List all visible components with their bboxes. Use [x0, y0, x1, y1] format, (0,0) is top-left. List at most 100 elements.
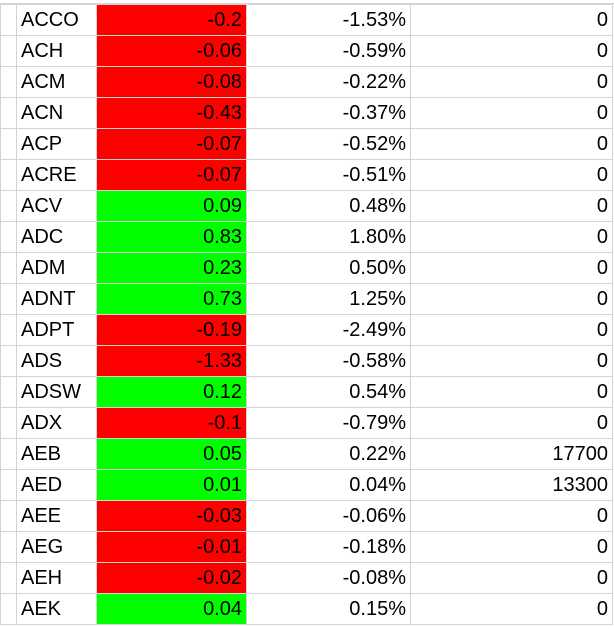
value-cell[interactable]: 0 — [410, 66, 613, 98]
value-cell[interactable]: 0 — [410, 407, 613, 439]
row-gutter-cell[interactable] — [0, 66, 17, 98]
percent-change-cell[interactable]: -1.53% — [246, 4, 411, 36]
change-cell[interactable]: 0.83 — [96, 221, 247, 253]
ticker-cell[interactable]: ADNT — [16, 283, 97, 315]
change-cell[interactable]: -0.02 — [96, 562, 247, 594]
percent-change-cell[interactable]: -0.08% — [246, 562, 411, 594]
percent-change-cell[interactable]: -0.22% — [246, 66, 411, 98]
row-gutter-cell[interactable] — [0, 500, 17, 532]
value-cell[interactable]: 0 — [410, 159, 613, 191]
value-cell[interactable]: 13300 — [410, 469, 613, 501]
percent-change-cell[interactable]: 1.25% — [246, 283, 411, 315]
row-gutter-cell[interactable] — [0, 283, 17, 315]
row-gutter-cell[interactable] — [0, 97, 17, 129]
ticker-cell[interactable]: ACM — [16, 66, 97, 98]
change-cell[interactable]: 0.73 — [96, 283, 247, 315]
percent-change-cell[interactable]: 0.04% — [246, 469, 411, 501]
percent-change-cell[interactable]: 0.50% — [246, 252, 411, 284]
percent-change-cell[interactable]: -0.06% — [246, 500, 411, 532]
ticker-cell[interactable]: ACP — [16, 128, 97, 160]
value-cell[interactable]: 0 — [410, 376, 613, 408]
change-cell[interactable]: -0.2 — [96, 4, 247, 36]
change-cell[interactable]: 0.12 — [96, 376, 247, 408]
percent-change-cell[interactable]: -0.79% — [246, 407, 411, 439]
percent-change-cell[interactable]: -0.37% — [246, 97, 411, 129]
row-gutter-cell[interactable] — [0, 4, 17, 36]
percent-change-cell[interactable]: -0.18% — [246, 531, 411, 563]
value-cell[interactable]: 0 — [410, 190, 613, 222]
change-cell[interactable]: 0.23 — [96, 252, 247, 284]
row-gutter-cell[interactable] — [0, 314, 17, 346]
ticker-cell[interactable]: ADX — [16, 407, 97, 439]
change-cell[interactable]: 0.01 — [96, 469, 247, 501]
ticker-cell[interactable]: ADC — [16, 221, 97, 253]
ticker-cell[interactable]: ACCO — [16, 4, 97, 36]
row-gutter-cell[interactable] — [0, 407, 17, 439]
value-cell[interactable]: 0 — [410, 531, 613, 563]
value-cell[interactable]: 0 — [410, 97, 613, 129]
row-gutter-cell[interactable] — [0, 221, 17, 253]
percent-change-cell[interactable]: -0.52% — [246, 128, 411, 160]
ticker-cell[interactable]: AEB — [16, 438, 97, 470]
ticker-cell[interactable]: ADM — [16, 252, 97, 284]
value-cell[interactable]: 0 — [410, 35, 613, 67]
change-cell[interactable]: 0.04 — [96, 593, 247, 625]
value-cell[interactable]: 0 — [410, 128, 613, 160]
change-cell[interactable]: -0.03 — [96, 500, 247, 532]
ticker-cell[interactable]: AEE — [16, 500, 97, 532]
ticker-cell[interactable]: ACV — [16, 190, 97, 222]
change-cell[interactable]: -0.19 — [96, 314, 247, 346]
percent-change-cell[interactable]: 0.22% — [246, 438, 411, 470]
value-cell[interactable]: 0 — [410, 252, 613, 284]
change-cell[interactable]: -1.33 — [96, 345, 247, 377]
percent-change-cell[interactable]: -2.49% — [246, 314, 411, 346]
row-gutter-cell[interactable] — [0, 469, 17, 501]
value-cell[interactable]: 0 — [410, 345, 613, 377]
ticker-cell[interactable]: ADSW — [16, 376, 97, 408]
row-gutter-cell[interactable] — [0, 376, 17, 408]
ticker-cell[interactable]: AEK — [16, 593, 97, 625]
change-cell[interactable]: -0.1 — [96, 407, 247, 439]
change-cell[interactable]: -0.06 — [96, 35, 247, 67]
row-gutter-cell[interactable] — [0, 345, 17, 377]
change-cell[interactable]: 0.09 — [96, 190, 247, 222]
value-cell[interactable]: 0 — [410, 221, 613, 253]
ticker-cell[interactable]: AEH — [16, 562, 97, 594]
percent-change-cell[interactable]: 0.54% — [246, 376, 411, 408]
row-gutter-cell[interactable] — [0, 128, 17, 160]
change-cell[interactable]: -0.43 — [96, 97, 247, 129]
ticker-cell[interactable]: AED — [16, 469, 97, 501]
value-cell[interactable]: 0 — [410, 500, 613, 532]
ticker-cell[interactable]: ADPT — [16, 314, 97, 346]
change-cell[interactable]: -0.07 — [96, 159, 247, 191]
ticker-cell[interactable]: AEG — [16, 531, 97, 563]
row-gutter-cell[interactable] — [0, 190, 17, 222]
percent-change-cell[interactable]: -0.59% — [246, 35, 411, 67]
row-gutter-cell[interactable] — [0, 159, 17, 191]
value-cell[interactable]: 17700 — [410, 438, 613, 470]
ticker-cell[interactable]: ADS — [16, 345, 97, 377]
value-cell[interactable]: 0 — [410, 4, 613, 36]
percent-change-cell[interactable]: 0.15% — [246, 593, 411, 625]
percent-change-cell[interactable]: 1.80% — [246, 221, 411, 253]
ticker-cell[interactable]: ACRE — [16, 159, 97, 191]
row-gutter-cell[interactable] — [0, 562, 17, 594]
row-gutter-cell[interactable] — [0, 531, 17, 563]
row-gutter-cell[interactable] — [0, 252, 17, 284]
percent-change-cell[interactable]: -0.58% — [246, 345, 411, 377]
change-cell[interactable]: 0.05 — [96, 438, 247, 470]
percent-change-cell[interactable]: 0.48% — [246, 190, 411, 222]
value-cell[interactable]: 0 — [410, 562, 613, 594]
row-gutter-cell[interactable] — [0, 593, 17, 625]
row-gutter-cell[interactable] — [0, 35, 17, 67]
ticker-cell[interactable]: ACN — [16, 97, 97, 129]
value-cell[interactable]: 0 — [410, 283, 613, 315]
row-gutter-cell[interactable] — [0, 438, 17, 470]
value-cell[interactable]: 0 — [410, 593, 613, 625]
change-cell[interactable]: -0.01 — [96, 531, 247, 563]
ticker-cell[interactable]: ACH — [16, 35, 97, 67]
change-cell[interactable]: -0.07 — [96, 128, 247, 160]
change-cell[interactable]: -0.08 — [96, 66, 247, 98]
value-cell[interactable]: 0 — [410, 314, 613, 346]
percent-change-cell[interactable]: -0.51% — [246, 159, 411, 191]
